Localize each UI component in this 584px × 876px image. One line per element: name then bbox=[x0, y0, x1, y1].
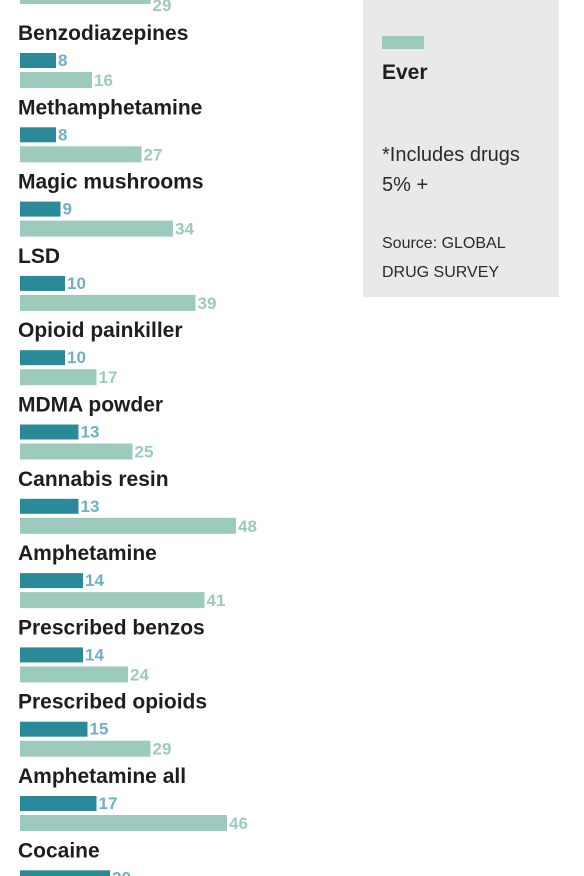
value-label-ever-opioid-painkiller: 17 bbox=[99, 368, 118, 387]
category-label-amphetamine: Amphetamine bbox=[18, 542, 157, 565]
bar-ever-mdma-powder bbox=[20, 443, 133, 460]
bar-recent-opioid-painkiller bbox=[20, 350, 65, 366]
bar-recent-benzodiazepines bbox=[20, 53, 56, 68]
bar-ever-methamphetamine bbox=[20, 146, 142, 163]
value-label-recent-magic-mushrooms: 9 bbox=[63, 200, 72, 219]
legend-label-ever: Ever bbox=[382, 61, 428, 84]
value-label-recent-cocaine: 20 bbox=[112, 868, 131, 876]
value-label-ever-prescribed-opioids: 29 bbox=[153, 740, 172, 759]
category-label-benzodiazepines: Benzodiazepines bbox=[18, 22, 188, 45]
value-label-recent-opioid-painkiller: 10 bbox=[67, 348, 86, 367]
bar-recent-methamphetamine bbox=[20, 127, 56, 143]
legend-panel: Ever *Includes drugs 5% + Source: GLOBAL… bbox=[363, 0, 559, 297]
footnote: *Includes drugs 5% + bbox=[382, 144, 520, 196]
value-label-ever-prescribed-benzos: 24 bbox=[130, 665, 149, 684]
value-label-recent-mdma-powder: 13 bbox=[81, 423, 100, 442]
category-label-magic-mushrooms: Magic mushrooms bbox=[18, 171, 204, 194]
category-label-prescribed-opioids: Prescribed opioids bbox=[18, 691, 207, 714]
value-label-ever-lsd: 39 bbox=[198, 294, 217, 313]
value-label-recent-benzodiazepines: 8 bbox=[58, 51, 67, 70]
value-label-ever-mdma-powder: 25 bbox=[135, 443, 154, 462]
bar-ever-lsd bbox=[20, 294, 196, 311]
bar-ever-prescribed-benzos bbox=[20, 666, 128, 683]
bar-ever-magic-mushrooms bbox=[20, 220, 173, 237]
bar-ever-benzodiazepines bbox=[20, 72, 92, 88]
bar-recent-amphetamine bbox=[20, 573, 83, 589]
value-label-ever-cannabis-resin: 48 bbox=[238, 517, 257, 536]
bar-ever-opioid-painkiller bbox=[20, 369, 97, 386]
category-label-mdma-powder: MDMA powder bbox=[18, 394, 163, 417]
category-label-methamphetamine: Methamphetamine bbox=[18, 96, 202, 119]
value-label-recent-amphetamine: 14 bbox=[85, 571, 104, 590]
value-label-recent-methamphetamine: 8 bbox=[58, 125, 67, 144]
value-label-recent-cannabis-resin: 13 bbox=[81, 497, 100, 516]
value-label-ever-partial: 29 bbox=[153, 0, 172, 15]
bar-recent-prescribed-benzos bbox=[20, 647, 83, 663]
bar-recent-magic-mushrooms bbox=[20, 201, 61, 217]
bar-recent-cannabis-resin bbox=[20, 498, 79, 514]
value-label-ever-amphetamine-all: 46 bbox=[229, 814, 248, 833]
bar-recent-prescribed-opioids bbox=[20, 721, 88, 737]
bar-ever-amphetamine bbox=[20, 592, 205, 609]
value-label-ever-amphetamine: 41 bbox=[207, 591, 226, 610]
bar-ever-prescribed-opioids bbox=[20, 740, 151, 757]
category-label-cannabis-resin: Cannabis resin bbox=[18, 468, 169, 491]
bar-recent-mdma-powder bbox=[20, 424, 79, 440]
bars-layer: 29 Benzodiazepines 8 16 Methamphetamine 8 27 Ma… bbox=[18, 0, 257, 876]
bar-recent-lsd bbox=[20, 275, 65, 291]
bar-recent-amphetamine-all bbox=[20, 796, 97, 811]
category-label-cocaine: Cocaine bbox=[18, 839, 100, 862]
value-label-ever-magic-mushrooms: 34 bbox=[175, 220, 194, 239]
category-label-opioid-painkiller: Opioid painkiller bbox=[18, 319, 183, 342]
value-label-ever-methamphetamine: 27 bbox=[144, 145, 163, 164]
value-label-ever-benzodiazepines: 16 bbox=[94, 71, 113, 90]
value-label-recent-lsd: 10 bbox=[67, 274, 86, 293]
source-note: Source: GLOBAL DRUG SURVEY bbox=[382, 235, 506, 281]
bar-recent-cocaine bbox=[20, 870, 110, 876]
bar-ever-amphetamine-all bbox=[20, 815, 227, 831]
value-label-recent-amphetamine-all: 17 bbox=[99, 794, 118, 813]
category-label-lsd: LSD bbox=[18, 245, 60, 268]
value-label-recent-prescribed-opioids: 15 bbox=[90, 720, 109, 739]
bar-ever-cannabis-resin bbox=[20, 517, 236, 534]
category-label-prescribed-benzos: Prescribed benzos bbox=[18, 616, 205, 639]
bar-ever-partial bbox=[20, 0, 151, 4]
category-label-amphetamine-all: Amphetamine all bbox=[18, 765, 186, 788]
legend-swatch-ever bbox=[382, 36, 424, 49]
value-label-recent-prescribed-benzos: 14 bbox=[85, 645, 104, 664]
